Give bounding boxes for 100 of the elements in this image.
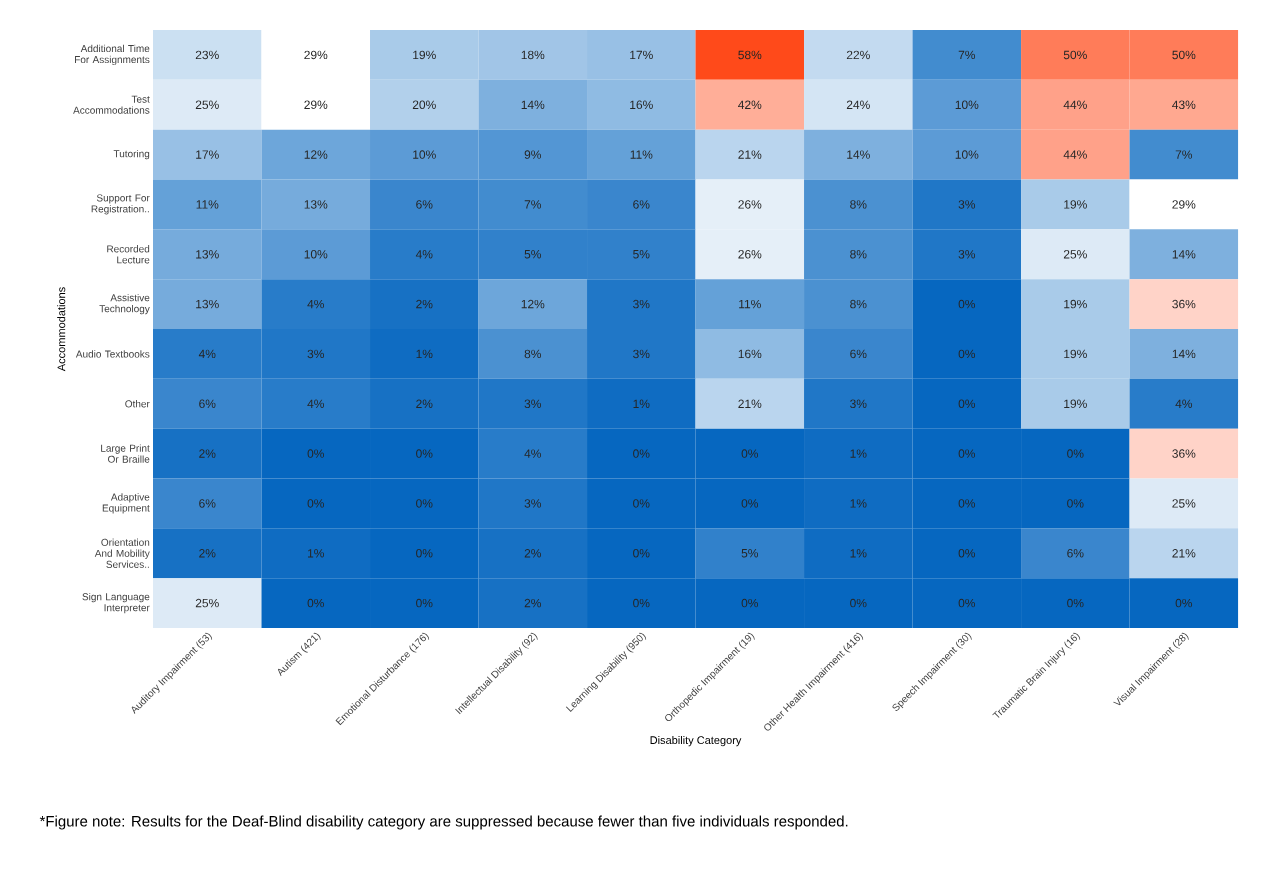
x-axis-title: Disability Category [650,735,742,747]
data-label: 0% [633,549,650,558]
data-label: 14% [521,100,545,109]
data-label: 0% [307,499,324,508]
data-label: 2% [416,399,433,408]
data-label: 14% [847,150,870,159]
data-label: 4% [1175,399,1193,408]
data-label: 25% [195,598,219,608]
data-label: 0% [741,449,759,458]
data-label: 21% [1172,549,1196,558]
data-label: 21% [738,150,762,159]
data-label: 19% [413,50,436,60]
data-label: 2% [416,299,433,309]
data-label: 14% [1172,250,1196,259]
data-label: 44% [1063,100,1087,109]
y-tick-label: Other [125,400,150,408]
data-label: 0% [307,449,324,458]
text: *Figure note: Results for the Deaf-Blind disability category are suppressed because fewer than five individuals responded. [39,815,848,830]
data-label: 19% [1064,200,1087,209]
data-label: 29% [304,100,328,109]
data-label: 10% [304,250,328,259]
y-tick-label: Additional Time For Assignments [75,44,150,66]
y-tick-label: Orientation And Mobility Services.. [94,538,150,568]
data-label: 0% [1067,598,1084,608]
data-label: 12% [304,150,328,159]
data-label: 50% [1172,50,1196,60]
data-label: 22% [846,50,870,60]
data-label: 5% [633,250,650,259]
data-label: 29% [1172,200,1196,209]
data-label: 3% [524,399,542,408]
data-label: 21% [738,399,762,408]
data-label: 24% [846,100,870,109]
data-label: 0% [416,549,433,558]
data-label: 6% [1067,549,1084,558]
data-label: 8% [850,200,867,209]
data-label: 5% [524,250,542,259]
data-label: 0% [416,598,433,608]
data-label: 0% [633,449,650,458]
data-label: 13% [304,200,328,209]
data-label: 2% [199,549,216,558]
data-label: 0% [741,598,759,608]
data-label: 0% [633,499,650,508]
data-label: 44% [1063,150,1087,159]
data-label: 25% [1063,250,1087,259]
data-label: 17% [630,50,653,60]
data-label: 0% [633,598,650,608]
data-label: 0% [1067,449,1084,458]
data-label: 3% [524,499,542,508]
data-label: 26% [738,200,762,209]
data-label: 0% [416,499,433,508]
data-label: 8% [524,349,542,359]
data-label: 8% [850,250,867,259]
data-label: 10% [413,150,436,159]
data-label: 36% [1172,299,1196,309]
data-label: 0% [416,449,433,458]
data-label: 0% [958,449,976,458]
data-label: 13% [196,250,219,259]
data-label: 3% [633,349,650,359]
data-label: 16% [738,349,762,359]
y-axis-title: Accommodations [57,287,66,372]
y-tick-label: Test Accommodations [73,95,150,114]
data-label: 10% [955,150,979,159]
data-label: 0% [958,549,976,558]
data-label: 6% [416,200,433,209]
data-label: 10% [955,100,979,109]
data-label: 5% [741,549,759,558]
y-tick-label: Recorded Lecture [107,245,150,264]
data-label: 3% [307,349,324,359]
data-label: 0% [307,598,324,608]
data-label: 17% [196,150,219,159]
data-label: 11% [739,299,761,309]
data-label: 43% [1172,100,1196,109]
data-label: 6% [199,399,216,408]
data-label: 1% [416,349,433,359]
data-label: 11% [630,150,653,159]
data-label: 12% [521,299,545,309]
data-label: 0% [958,598,976,608]
data-label: 0% [958,349,976,359]
data-label: 19% [1064,399,1087,408]
data-label: 42% [738,100,762,109]
data-label: 7% [958,50,976,60]
data-label: 1% [850,549,867,558]
data-label: 14% [1172,349,1196,359]
data-label: 3% [633,299,650,309]
data-label: 1% [308,549,324,558]
data-label: 9% [524,150,542,159]
data-label: 0% [958,499,976,508]
data-label: 25% [195,100,219,109]
data-label: 0% [850,598,867,608]
y-tick-label: Adaptive Equipment [102,493,150,514]
data-label: 50% [1063,50,1087,60]
data-label: 7% [524,200,542,209]
data-label: 7% [1175,150,1193,159]
data-label: 19% [1064,299,1087,309]
data-label: 4% [415,250,433,259]
y-tick-label: Large Print Or Braille [101,444,150,463]
data-label: 3% [850,399,867,408]
data-label: 0% [958,299,976,309]
data-label: 29% [304,50,328,60]
data-label: 0% [741,499,759,508]
